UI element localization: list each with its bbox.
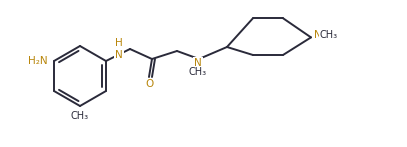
Text: CH₃: CH₃: [320, 30, 338, 40]
Text: H
N: H N: [115, 38, 123, 60]
Text: O: O: [146, 79, 154, 89]
Text: N: N: [194, 58, 202, 68]
Text: CH₃: CH₃: [71, 111, 89, 121]
Text: N: N: [314, 30, 322, 40]
Text: CH₃: CH₃: [189, 67, 207, 77]
Text: H₂N: H₂N: [28, 56, 48, 66]
